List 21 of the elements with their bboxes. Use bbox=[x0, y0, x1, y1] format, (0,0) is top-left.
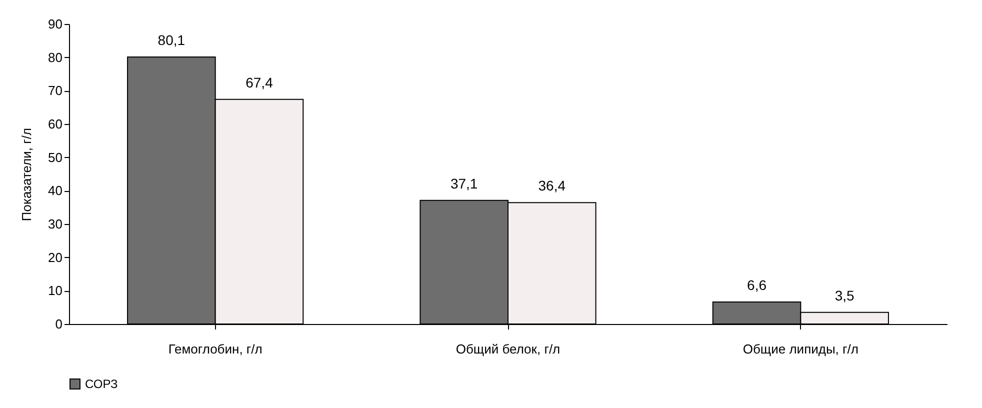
x-tick-label: Общий белок, г/л bbox=[456, 342, 560, 356]
y-axis-title: Показатели, г/л bbox=[19, 128, 34, 222]
x-tick-label: Общие липиды, г/л bbox=[742, 342, 858, 356]
data-label: 37,1 bbox=[450, 175, 478, 192]
y-tick-label: 80 bbox=[48, 50, 62, 65]
data-label: 80,1 bbox=[158, 32, 186, 48]
y-tick-label: 60 bbox=[48, 116, 62, 132]
y-tick-label: 30 bbox=[48, 216, 62, 232]
y-tick-label: 0 bbox=[55, 316, 62, 332]
x-tick-label: Гемоглобин, г/л bbox=[168, 342, 262, 356]
y-tick-label: 50 bbox=[48, 150, 62, 165]
data-label: 67,4 bbox=[246, 74, 274, 90]
y-tick-label: 40 bbox=[48, 183, 62, 198]
y-tick-label: 10 bbox=[48, 283, 62, 298]
y-tick-label: 20 bbox=[48, 250, 62, 265]
legend-label: СОРЗ bbox=[85, 377, 118, 391]
y-tick-label: 70 bbox=[48, 83, 62, 98]
data-label: 6,6 bbox=[747, 277, 767, 293]
data-label: 36,4 bbox=[538, 178, 566, 194]
data-label: 3,5 bbox=[834, 287, 855, 304]
y-tick-label: 90 bbox=[48, 16, 62, 32]
